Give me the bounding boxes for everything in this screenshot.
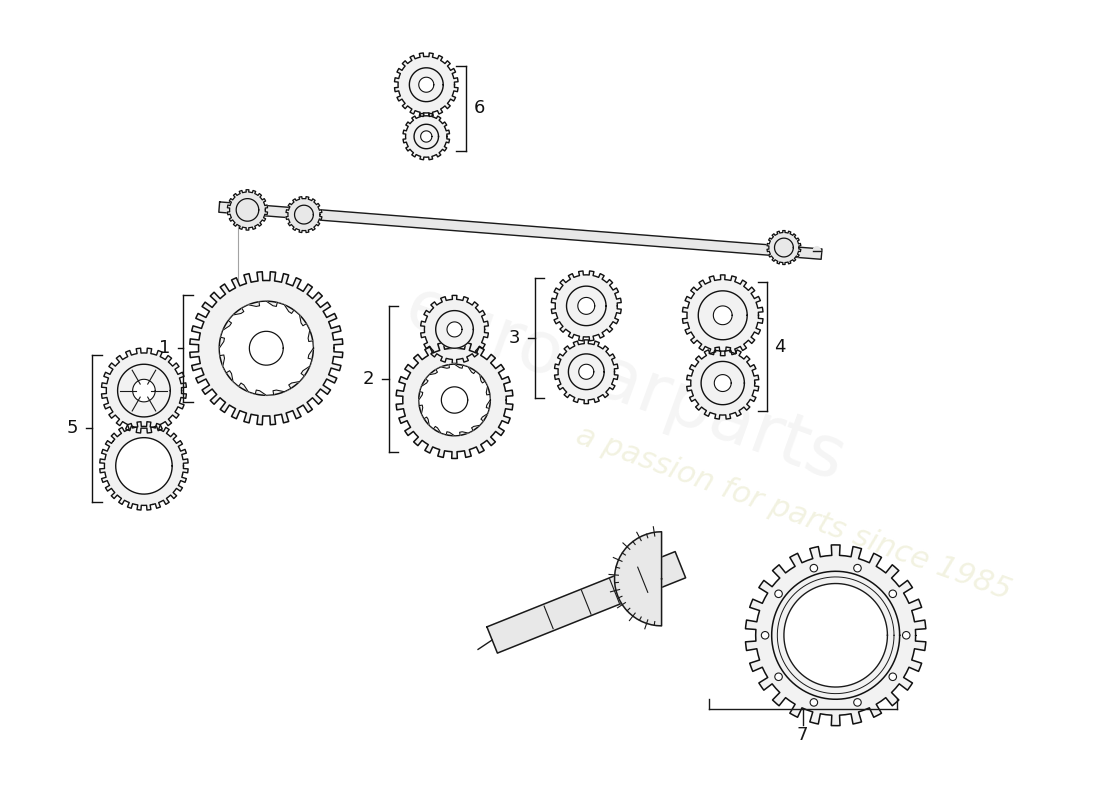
Polygon shape: [236, 198, 258, 221]
Polygon shape: [682, 275, 763, 356]
Circle shape: [854, 698, 861, 706]
Polygon shape: [774, 238, 793, 257]
Polygon shape: [615, 532, 661, 626]
Polygon shape: [219, 301, 314, 395]
Polygon shape: [551, 271, 622, 341]
Polygon shape: [190, 272, 343, 425]
Polygon shape: [419, 364, 491, 436]
Polygon shape: [116, 438, 173, 494]
Polygon shape: [219, 301, 314, 395]
Polygon shape: [784, 583, 888, 687]
Polygon shape: [250, 331, 283, 365]
Text: eurocarparts: eurocarparts: [396, 274, 854, 496]
Polygon shape: [569, 354, 604, 390]
Circle shape: [854, 564, 861, 572]
Circle shape: [889, 590, 896, 598]
Polygon shape: [101, 348, 186, 433]
Text: 1: 1: [158, 339, 170, 358]
Polygon shape: [579, 364, 594, 379]
Text: 7: 7: [798, 726, 808, 744]
Polygon shape: [395, 53, 458, 117]
Polygon shape: [419, 364, 491, 436]
Polygon shape: [396, 342, 513, 458]
Polygon shape: [487, 551, 685, 653]
Ellipse shape: [813, 246, 821, 256]
Polygon shape: [436, 310, 473, 348]
Text: 5: 5: [67, 419, 78, 438]
Polygon shape: [219, 202, 822, 259]
Polygon shape: [746, 545, 926, 726]
Circle shape: [902, 631, 910, 639]
Text: 3: 3: [509, 329, 520, 347]
Text: 4: 4: [774, 338, 786, 356]
Polygon shape: [698, 291, 747, 340]
Polygon shape: [409, 68, 443, 102]
Circle shape: [774, 673, 782, 681]
Polygon shape: [713, 306, 733, 325]
Polygon shape: [566, 286, 606, 326]
Polygon shape: [403, 114, 450, 160]
Polygon shape: [295, 205, 313, 224]
Polygon shape: [767, 230, 801, 265]
Polygon shape: [714, 374, 732, 391]
Circle shape: [774, 590, 782, 598]
Text: a passion for parts since 1985: a passion for parts since 1985: [572, 421, 1015, 606]
Polygon shape: [419, 77, 433, 92]
Polygon shape: [133, 379, 155, 402]
Polygon shape: [420, 295, 488, 363]
Polygon shape: [772, 571, 900, 699]
Text: 6: 6: [473, 99, 485, 118]
Polygon shape: [286, 197, 322, 233]
Polygon shape: [578, 298, 595, 314]
Circle shape: [889, 673, 896, 681]
Polygon shape: [554, 340, 618, 404]
Polygon shape: [118, 364, 170, 417]
Polygon shape: [228, 190, 267, 230]
Polygon shape: [701, 362, 745, 405]
Circle shape: [810, 698, 817, 706]
Polygon shape: [686, 347, 759, 419]
Polygon shape: [441, 387, 468, 413]
Polygon shape: [414, 124, 439, 149]
Polygon shape: [100, 422, 188, 510]
Polygon shape: [447, 322, 462, 337]
Text: 2: 2: [363, 370, 374, 388]
Circle shape: [761, 631, 769, 639]
Circle shape: [810, 564, 817, 572]
Polygon shape: [420, 131, 432, 142]
